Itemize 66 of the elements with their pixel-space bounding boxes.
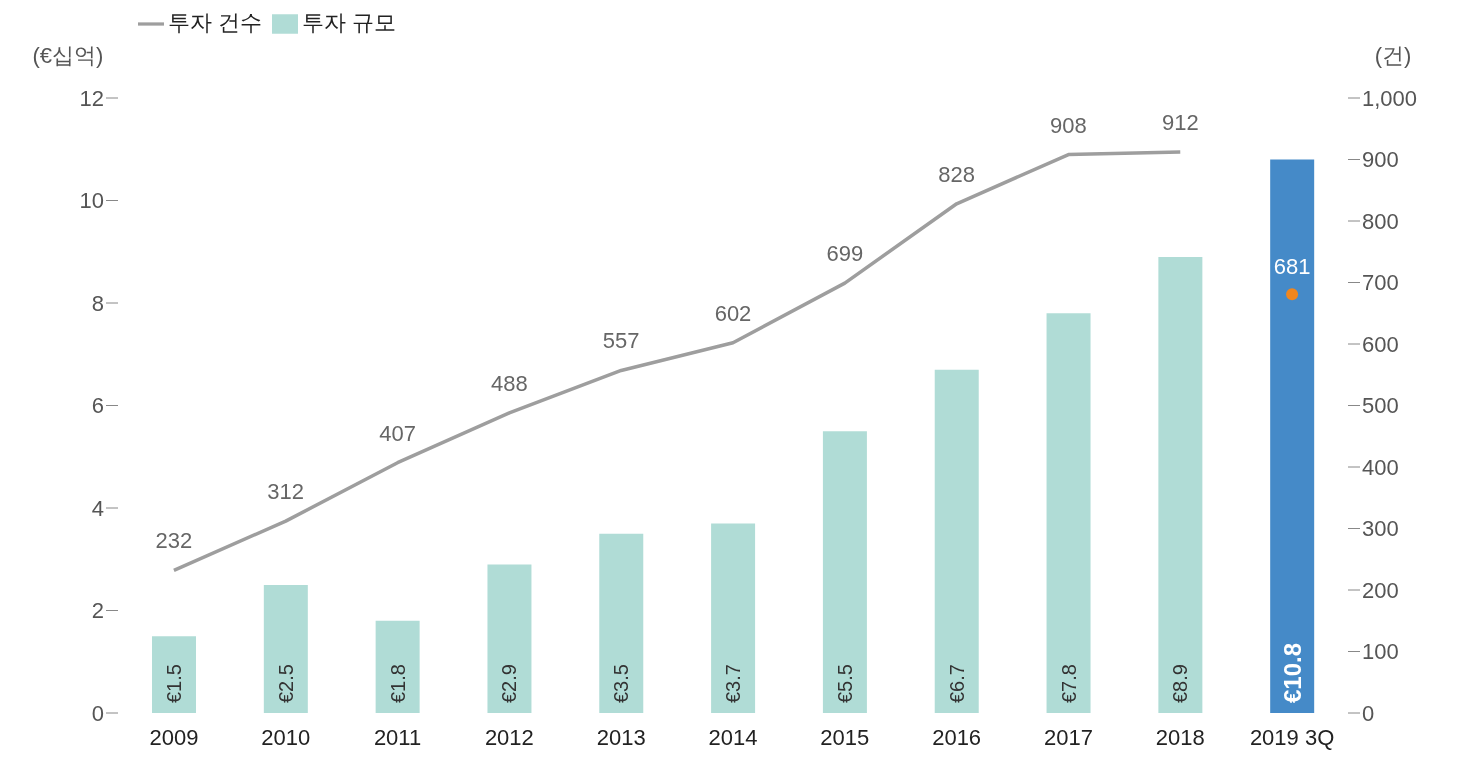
y2-tick-label: 100 xyxy=(1362,639,1399,665)
y2-tick-label: 600 xyxy=(1362,331,1399,357)
bar xyxy=(599,533,644,713)
y-axis-title: (€십억) xyxy=(32,43,104,68)
bar xyxy=(1158,256,1203,713)
y2-tick-label: 700 xyxy=(1362,270,1399,296)
bar xyxy=(822,431,867,713)
data-label: 407 xyxy=(379,420,416,446)
x-tick-label: 2016 xyxy=(932,724,982,750)
x-tick-label: 2015 xyxy=(820,724,870,750)
y-tick-label: 12 xyxy=(79,85,104,111)
bar xyxy=(1270,159,1315,713)
legend-label: 투자 건수 xyxy=(168,10,263,35)
y2-tick-label: 1,000 xyxy=(1362,85,1418,111)
y2-tick-label: 900 xyxy=(1362,147,1399,173)
y2-tick-label: 300 xyxy=(1362,516,1399,542)
data-label: 699 xyxy=(826,241,864,267)
y-tick-label: 8 xyxy=(91,290,104,316)
y2-axis-title: (건) xyxy=(1374,43,1412,68)
x-tick-label: 2009 xyxy=(149,724,199,750)
y2-tick-label: 200 xyxy=(1362,577,1399,603)
data-label: €1.5 xyxy=(163,664,185,703)
data-label: 828 xyxy=(938,161,975,187)
data-label: 908 xyxy=(1050,112,1087,138)
data-label: €3.5 xyxy=(610,664,633,703)
data-label: €5.5 xyxy=(833,664,856,703)
bar xyxy=(375,620,420,713)
x-tick-label: 2017 xyxy=(1043,724,1093,750)
x-tick-label: 2018 xyxy=(1155,724,1205,750)
data-label: 602 xyxy=(714,300,752,326)
y-tick-label: 4 xyxy=(91,495,104,521)
data-label: 312 xyxy=(267,479,305,505)
y2-tick-label: 400 xyxy=(1362,454,1399,480)
legend-label: 투자 규모 xyxy=(302,10,397,35)
data-label: €2.5 xyxy=(274,664,297,703)
x-tick-label: 2012 xyxy=(484,724,534,750)
data-label: €6.7 xyxy=(945,664,968,703)
data-label: 557 xyxy=(602,328,640,354)
data-label: €8.9 xyxy=(1169,664,1192,703)
data-label: 488 xyxy=(491,370,528,396)
data-label: €3.7 xyxy=(722,664,745,703)
bar xyxy=(487,564,532,713)
x-tick-label: 2014 xyxy=(708,724,758,750)
data-label: €1.8 xyxy=(386,664,409,703)
x-tick-label: 2011 xyxy=(373,724,422,750)
data-label: 232 xyxy=(155,528,193,554)
x-tick-label: 2013 xyxy=(596,724,646,750)
data-label: 912 xyxy=(1161,110,1199,136)
x-tick-label: 2019 3Q xyxy=(1249,724,1335,750)
bar xyxy=(1046,313,1091,713)
bar xyxy=(711,523,756,713)
y2-tick-label: 500 xyxy=(1362,393,1399,419)
y2-tick-label: 0 xyxy=(1362,700,1375,726)
y-tick-label: 2 xyxy=(91,598,104,624)
y-tick-label: 0 xyxy=(91,700,104,726)
bar xyxy=(934,369,979,713)
x-tick-label: 2010 xyxy=(261,724,311,750)
data-label: 681 xyxy=(1273,253,1311,279)
data-label: €7.8 xyxy=(1057,664,1080,703)
y-tick-label: 10 xyxy=(79,188,104,214)
y-tick-label: 6 xyxy=(91,393,104,419)
bar xyxy=(263,584,308,713)
y2-tick-label: 800 xyxy=(1362,208,1399,234)
data-label: €2.9 xyxy=(498,664,521,703)
bar xyxy=(152,636,196,713)
data-label: €10.8 xyxy=(1278,642,1306,703)
